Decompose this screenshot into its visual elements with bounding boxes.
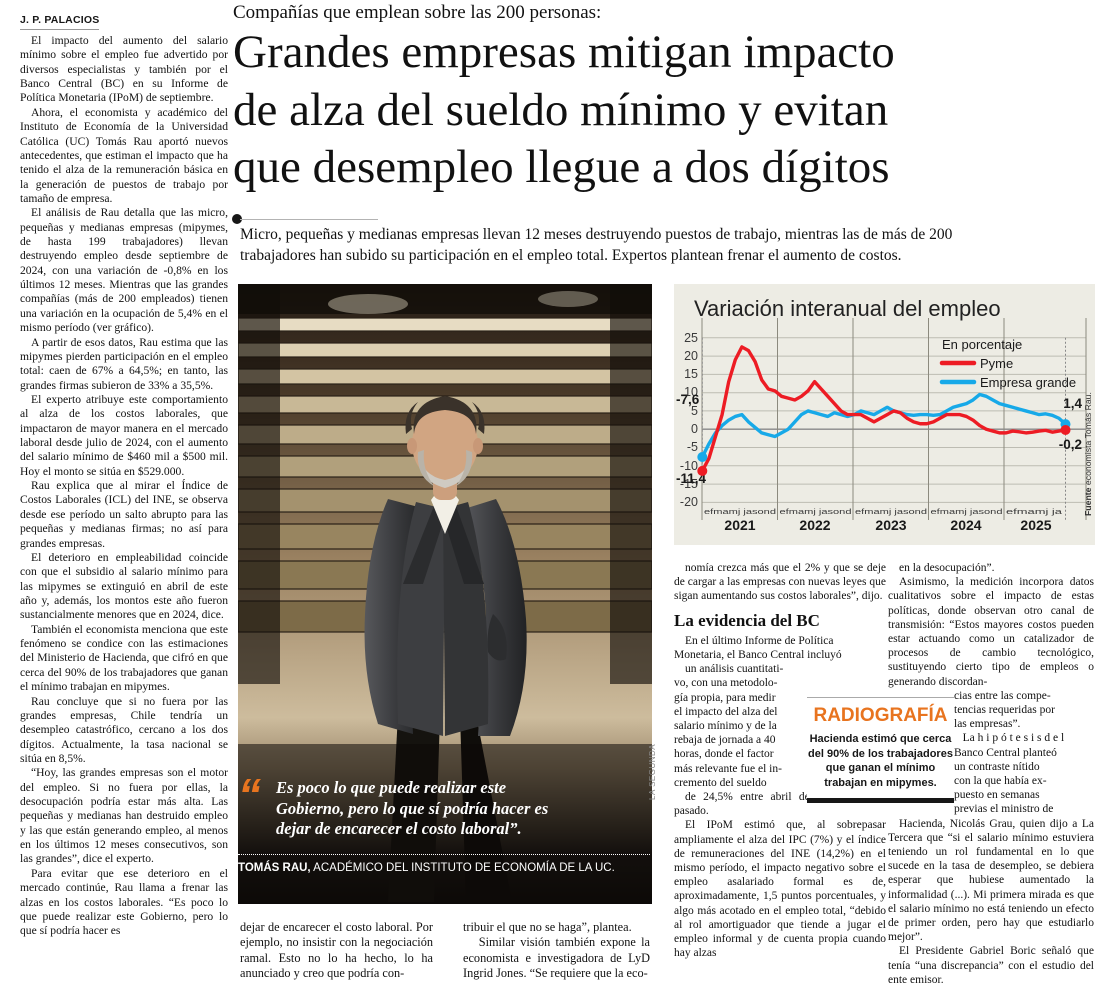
svg-text:efmamj ja: efmamj ja (1006, 507, 1063, 516)
svg-text:1,4: 1,4 (1063, 396, 1082, 411)
svg-text:Empresa grande: Empresa grande (980, 375, 1076, 390)
svg-text:15: 15 (684, 367, 698, 381)
svg-text:efmamj jasond: efmamj jasond (931, 507, 1003, 516)
svg-text:0: 0 (691, 422, 698, 436)
svg-text:efmamj jasond: efmamj jasond (855, 507, 927, 516)
svg-text:2021: 2021 (724, 517, 755, 533)
svg-text:efmamj jasond: efmamj jasond (780, 507, 852, 516)
svg-text:Pyme: Pyme (980, 356, 1013, 371)
svg-text:25: 25 (684, 331, 698, 345)
svg-text:20: 20 (684, 349, 698, 363)
svg-text:En porcentaje: En porcentaje (942, 337, 1022, 352)
svg-text:2024: 2024 (950, 517, 981, 533)
svg-text:-5: -5 (687, 440, 698, 454)
svg-text:-20: -20 (680, 495, 698, 509)
svg-text:-0,2: -0,2 (1059, 437, 1082, 452)
svg-text:2022: 2022 (799, 517, 830, 533)
svg-text:2025: 2025 (1020, 517, 1051, 533)
svg-text:-7,6: -7,6 (676, 392, 700, 407)
svg-text:efmamj jasond: efmamj jasond (704, 507, 776, 516)
svg-text:Fuente economista Tomás Rau.: Fuente economista Tomás Rau. (1083, 392, 1093, 516)
svg-text:2023: 2023 (875, 517, 906, 533)
